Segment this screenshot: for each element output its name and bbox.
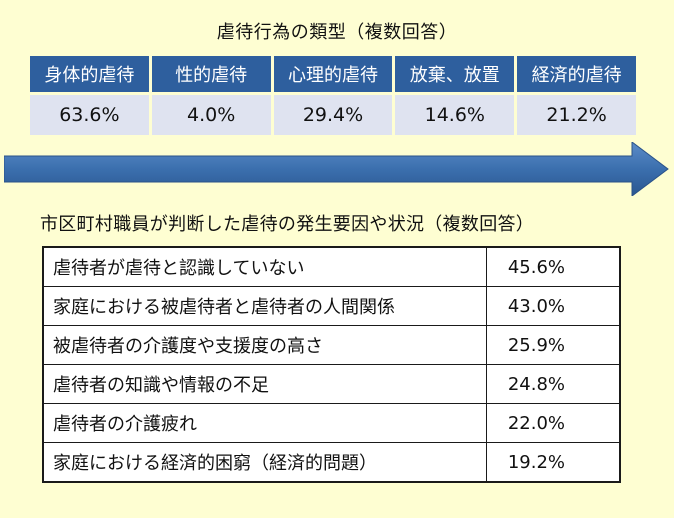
factors-table: 虐待者が虐待と認識していない 45.6% 家庭における被虐待者と虐待者の人間関係… <box>42 246 621 483</box>
factors-title: 市区町村職員が判断した虐待の発生要因や状況（複数回答） <box>40 214 535 235</box>
factor-label: 家庭における経済的困窮（経済的問題） <box>42 442 487 483</box>
factor-value: 43.0% <box>485 286 621 326</box>
flow-arrow <box>4 142 669 196</box>
abuse-type-value-sexual: 4.0% <box>151 95 271 135</box>
abuse-type-value-economic: 21.2% <box>517 95 636 135</box>
abuse-type-header-sexual: 性的虐待 <box>151 56 271 92</box>
factor-value: 45.6% <box>485 246 621 287</box>
abuse-types-value-row: 63.6% 4.0% 29.4% 14.6% 21.2% <box>30 95 636 135</box>
factor-label: 虐待者が虐待と認識していない <box>42 246 487 287</box>
abuse-types-table: 身体的虐待 性的虐待 心理的虐待 放棄、放置 経済的虐待 63.6% 4.0% … <box>27 53 639 138</box>
factor-label: 被虐待者の介護度や支援度の高さ <box>42 325 487 365</box>
abuse-type-header-economic: 経済的虐待 <box>517 56 636 92</box>
abuse-types-header-row: 身体的虐待 性的虐待 心理的虐待 放棄、放置 経済的虐待 <box>30 56 636 92</box>
abuse-type-value-physical: 63.6% <box>30 95 149 135</box>
factor-value: 22.0% <box>485 403 621 443</box>
abuse-type-header-physical: 身体的虐待 <box>30 56 149 92</box>
flow-arrow-shape <box>4 142 669 196</box>
abuse-types-title: 虐待行為の類型（複数回答） <box>216 22 458 43</box>
factor-label: 虐待者の知識や情報の不足 <box>42 364 487 404</box>
abuse-type-header-psychological: 心理的虐待 <box>273 56 393 92</box>
abuse-type-value-neglect: 14.6% <box>395 95 515 135</box>
factor-value: 19.2% <box>485 442 621 483</box>
factor-value: 25.9% <box>485 325 621 365</box>
factor-label: 家庭における被虐待者と虐待者の人間関係 <box>42 286 487 326</box>
table-row: 虐待者の知識や情報の不足 24.8% <box>42 364 621 404</box>
table-row: 虐待者が虐待と認識していない 45.6% <box>42 246 621 287</box>
table-row: 家庭における被虐待者と虐待者の人間関係 43.0% <box>42 286 621 326</box>
abuse-type-header-neglect: 放棄、放置 <box>395 56 515 92</box>
table-row: 虐待者の介護疲れ 22.0% <box>42 403 621 443</box>
factor-label: 虐待者の介護疲れ <box>42 403 487 443</box>
table-row: 被虐待者の介護度や支援度の高さ 25.9% <box>42 325 621 365</box>
factor-value: 24.8% <box>485 364 621 404</box>
table-row: 家庭における経済的困窮（経済的問題） 19.2% <box>42 442 621 483</box>
abuse-type-value-psychological: 29.4% <box>273 95 393 135</box>
